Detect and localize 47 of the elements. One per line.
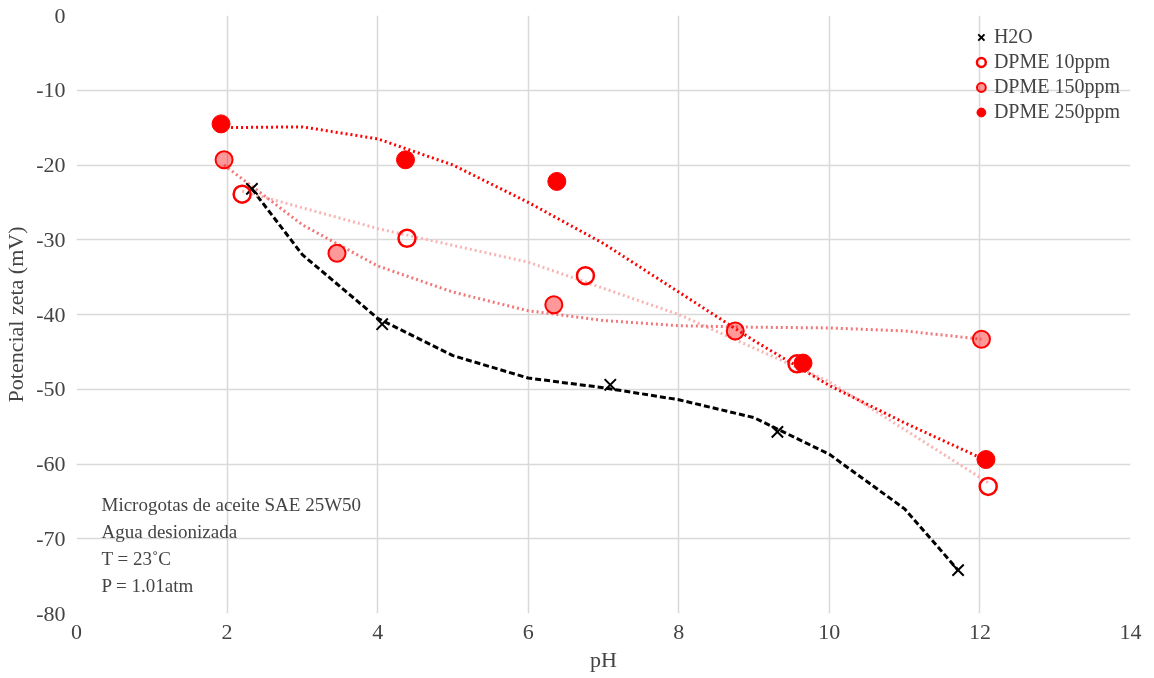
point	[603, 378, 617, 392]
y-tick-label: -10	[36, 77, 66, 103]
y-tick-label: -50	[36, 376, 66, 402]
legend-label: H2O	[993, 25, 1033, 48]
point	[232, 184, 252, 204]
line-series	[240, 189, 990, 485]
y-tick-label: -20	[36, 152, 66, 177]
point	[214, 150, 234, 170]
point	[575, 265, 596, 286]
x-tick-label: 10	[818, 618, 841, 644]
legend-label: DPME 10ppm	[993, 50, 1110, 73]
x-tick-label: 8	[673, 618, 685, 644]
point	[793, 353, 813, 373]
point	[770, 425, 785, 439]
annotation: Agua desionizada	[101, 520, 238, 542]
x-tick-label: 0	[71, 618, 82, 644]
x-tick-label: 12	[968, 618, 991, 644]
x-axis-title: pH	[590, 646, 618, 672]
x-tick-label: 4	[372, 618, 384, 644]
y-axis-title: Potencial zeta (mV)	[3, 226, 29, 403]
y-tick-label: -80	[36, 600, 66, 626]
y-tick-label: -40	[36, 301, 66, 327]
point	[978, 476, 998, 497]
y-tick-label: -70	[36, 525, 66, 551]
point	[397, 228, 417, 248]
annotation: T = 23˚C	[101, 547, 171, 569]
y-tick-label: -30	[36, 226, 66, 252]
point	[971, 329, 991, 349]
point	[725, 321, 745, 341]
point	[245, 182, 259, 196]
annotation: Microgotas de aceite SAE 25W50	[101, 493, 362, 515]
x-tick-label: 14	[1119, 618, 1142, 644]
y-tick-label: 0	[54, 2, 66, 28]
x-tick-label: 6	[522, 618, 534, 644]
legend-label: DPME 250ppm	[993, 100, 1120, 123]
legend-label: DPME 150ppm	[993, 75, 1120, 98]
point	[976, 450, 996, 469]
point	[396, 150, 415, 170]
annotation: P = 1.01atm	[101, 574, 194, 596]
x-tick-label: 2	[221, 618, 233, 644]
point	[951, 563, 965, 577]
point	[544, 295, 564, 315]
point	[375, 317, 389, 331]
point	[547, 171, 567, 191]
point	[211, 114, 231, 134]
y-tick-label: -60	[36, 451, 66, 476]
point	[327, 243, 347, 263]
